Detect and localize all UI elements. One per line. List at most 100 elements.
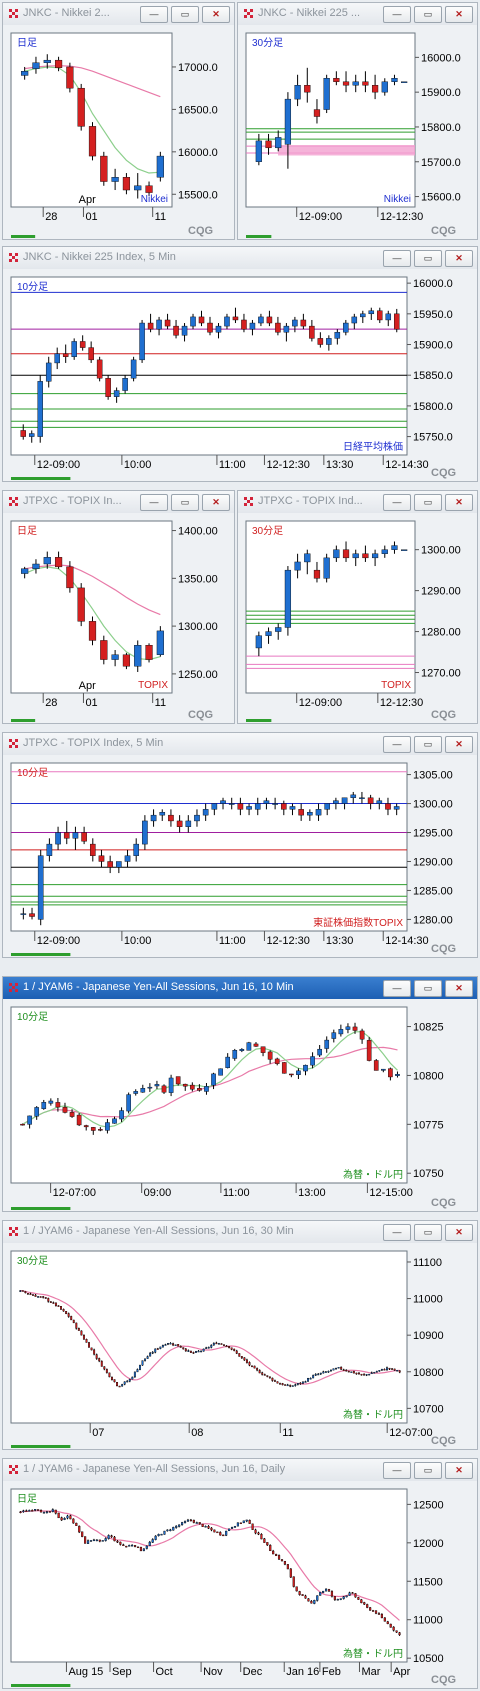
close-button[interactable]: ✕ (445, 1224, 473, 1241)
minimize-button[interactable]: — (383, 494, 411, 511)
maximize-button[interactable]: ▭ (414, 250, 442, 267)
chart-svg[interactable]: 10825 10800 10775 10750 12-07:00 09:00 11:00 13… (3, 999, 477, 1211)
close-button[interactable]: ✕ (445, 980, 473, 997)
chart-svg[interactable]: 1400.00 1350.00 1300.00 1250.00 28 01 11 Apr 日足 T… (3, 513, 234, 723)
cqg-window-icon (9, 983, 18, 992)
candle (41, 1099, 47, 1110)
close-button[interactable]: ✕ (445, 736, 473, 753)
x-tick-label: 08 (191, 1427, 203, 1439)
chart-svg[interactable]: 11100 11000 10900 10800 10700 07 08 11 12-07:00 3… (3, 1243, 477, 1449)
x-tick-label: Feb (322, 1666, 341, 1678)
candle (184, 1348, 187, 1352)
chart-svg[interactable]: 12500 12000 11500 11000 10500 Aug 15 Sep Oct Nov… (3, 1481, 477, 1688)
minimize-button[interactable]: — (383, 250, 411, 267)
candle (177, 1344, 180, 1347)
candle (317, 332, 324, 348)
chart-svg[interactable]: 1300.00 1290.00 1280.00 1270.00 12-09:00 12-1… (238, 513, 477, 723)
maximize-button[interactable]: ▭ (414, 1224, 442, 1241)
candle (195, 1350, 197, 1353)
candle (336, 1598, 339, 1601)
candle (258, 1369, 261, 1374)
candle (386, 1366, 388, 1371)
window-titlebar[interactable]: 1 / JYAM6 - Japanese Yen-All Sessions, J… (3, 977, 477, 1000)
candle (243, 1357, 246, 1361)
candle (88, 122, 97, 161)
window-titlebar[interactable]: 1 / JYAM6 - Japanese Yen-All Sessions, J… (3, 1459, 477, 1482)
y-tick-label: 12500 (413, 1499, 444, 1511)
y-tick-label: 15850.0 (413, 370, 453, 382)
minimize-button[interactable]: — (383, 736, 411, 753)
candle (350, 1371, 353, 1373)
chart-area[interactable]: 1300.00 1290.00 1280.00 1270.00 12-09:00 12-1… (238, 513, 477, 723)
minimize-button[interactable]: — (383, 980, 411, 997)
candle (111, 650, 119, 667)
candle (239, 1048, 245, 1053)
window-titlebar[interactable]: JTPXC - TOPIX Index, 5 Min — ▭ ✕ (3, 733, 477, 756)
minimize-button[interactable]: — (383, 1224, 411, 1241)
minimize-button[interactable]: — (383, 6, 411, 23)
candle (51, 1508, 54, 1513)
minimize-button[interactable]: — (383, 1462, 411, 1479)
close-button[interactable]: ✕ (445, 250, 473, 267)
maximize-button[interactable]: ▭ (414, 6, 442, 23)
chart-area[interactable]: 1400.00 1350.00 1300.00 1250.00 28 01 11 Apr 日足 T… (3, 513, 234, 723)
window-titlebar[interactable]: JTPXC - TOPIX Ind... — ▭ ✕ (238, 491, 477, 514)
candle (272, 797, 278, 810)
chart-svg[interactable]: 17000.0 16500.0 16000.0 15500.0 28 01 11 Apr 日足 N… (3, 25, 234, 239)
candle (266, 1375, 269, 1378)
close-button[interactable]: ✕ (202, 494, 230, 511)
minimize-button[interactable]: — (140, 494, 168, 511)
candle (233, 1525, 237, 1528)
candle (147, 1083, 153, 1092)
window-titlebar[interactable]: JNKC - Nikkei 225 ... — ▭ ✕ (238, 3, 477, 26)
maximize-button[interactable]: ▭ (414, 980, 442, 997)
candle (55, 1097, 61, 1112)
candle (254, 1528, 257, 1535)
candle (389, 1623, 392, 1628)
chart-svg[interactable]: 1305.00 1300.00 1295.00 1290.00 1285.00 1280.… (3, 755, 477, 957)
close-button[interactable]: ✕ (445, 494, 473, 511)
y-tick-label: 16500.0 (178, 104, 218, 116)
window-titlebar[interactable]: 1 / JYAM6 - Japanese Yen-All Sessions, J… (3, 1221, 477, 1244)
maximize-button[interactable]: ▭ (171, 494, 199, 511)
candle (118, 1385, 121, 1388)
close-button[interactable]: ✕ (445, 6, 473, 23)
window-titlebar[interactable]: JTPXC - TOPIX In... — ▭ ✕ (3, 491, 234, 514)
moving-average-line (20, 1510, 400, 1621)
window-titlebar[interactable]: JNKC - Nikkei 2... — ▭ ✕ (3, 3, 234, 26)
candle (366, 1603, 369, 1609)
chart-area[interactable]: 17000.0 16500.0 16000.0 15500.0 28 01 11 Apr 日足 N… (3, 25, 234, 239)
candle (95, 1539, 98, 1542)
y-tick-label: 1280.00 (421, 627, 461, 639)
candle (151, 1351, 154, 1355)
x-tick-label: 09:00 (144, 1187, 172, 1199)
candle (381, 545, 388, 558)
candle (289, 1568, 292, 1579)
chart-area[interactable]: 1305.00 1300.00 1295.00 1290.00 1285.00 1280.… (3, 755, 477, 957)
candle (241, 313, 247, 333)
chart-area[interactable]: 16000.0 15900.0 15800.0 15700.0 15600.0 12-09… (238, 25, 477, 239)
candle (291, 1385, 294, 1387)
y-tick-label: 10775 (413, 1119, 444, 1131)
chart-svg[interactable]: 16000.0 15950.0 15900.0 15850.0 15800.0 15750… (3, 269, 477, 481)
chart-svg[interactable]: 16000.0 15900.0 15800.0 15700.0 15600.0 12-09… (238, 25, 477, 239)
window-titlebar[interactable]: JNKC - Nikkei 225 Index, 5 Min — ▭ ✕ (3, 247, 477, 270)
minimize-button[interactable]: — (140, 6, 168, 23)
maximize-button[interactable]: ▭ (171, 6, 199, 23)
chart-area[interactable]: 12500 12000 11500 11000 10500 Aug 15 Sep Oct Nov… (3, 1481, 477, 1688)
close-button[interactable]: ✕ (202, 6, 230, 23)
maximize-button[interactable]: ▭ (414, 736, 442, 753)
chart-area[interactable]: 16000.0 15950.0 15900.0 15850.0 15800.0 15750… (3, 269, 477, 481)
maximize-button[interactable]: ▭ (414, 494, 442, 511)
chart-area[interactable]: 11100 11000 10900 10800 10700 07 08 11 12-07:00 3… (3, 1243, 477, 1449)
candle (98, 1127, 103, 1132)
candle (236, 1522, 239, 1527)
candle (304, 549, 311, 575)
candle (345, 1369, 348, 1372)
close-button[interactable]: ✕ (445, 1462, 473, 1479)
candle (125, 1545, 128, 1548)
candle (324, 1588, 328, 1592)
chart-area[interactable]: 10825 10800 10775 10750 12-07:00 09:00 11:00 13… (3, 999, 477, 1211)
maximize-button[interactable]: ▭ (414, 1462, 442, 1479)
candle (187, 1349, 190, 1352)
